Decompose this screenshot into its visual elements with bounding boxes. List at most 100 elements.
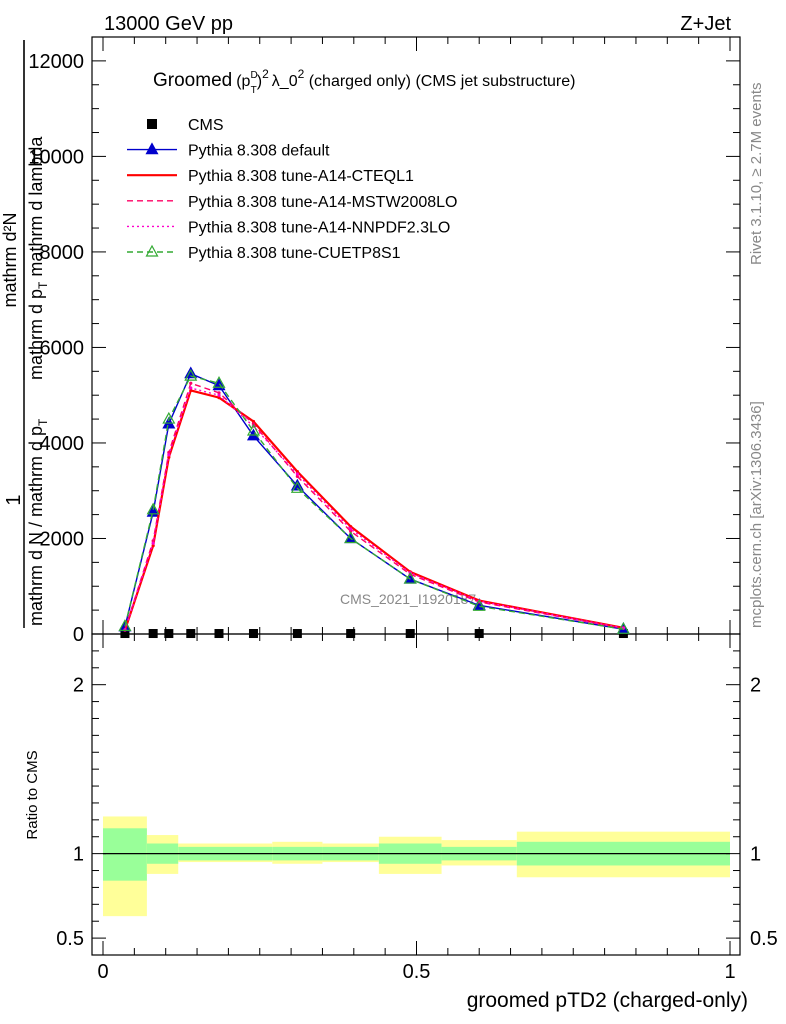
series-marker <box>403 571 417 584</box>
title-rest: (charged only) (CMS jet substructure) <box>304 73 575 90</box>
legend-label: Pythia 8.308 default <box>188 143 330 160</box>
title-close: ) <box>257 73 262 90</box>
series-line <box>124 375 624 630</box>
series-marker <box>246 423 260 436</box>
series-marker <box>217 395 221 400</box>
rivet-label: Rivet 3.1.10, ≥ 2.7M events <box>748 83 765 266</box>
y-tick-label: 0 <box>73 624 84 646</box>
series-marker <box>167 455 171 459</box>
cms-data-point <box>164 629 174 639</box>
x-axis-label: groomed pTD2 (charged-only) <box>467 989 748 1012</box>
series-marker <box>290 481 304 493</box>
ratio-panel-frame <box>91 633 741 956</box>
series-marker <box>151 544 155 548</box>
series-marker <box>189 388 193 393</box>
legend-label: Pythia 8.308 tune-A14-NNPDF2.3LO <box>188 219 450 236</box>
y-tick-label: 4000 <box>40 433 85 455</box>
title-sup-2a: 2 <box>262 67 269 81</box>
cms-data-point <box>120 629 130 639</box>
series-marker <box>167 450 171 455</box>
ratio-y-tick-label: 1 <box>73 844 84 866</box>
series-marker <box>184 368 198 381</box>
series-marker <box>151 541 155 545</box>
series-marker <box>167 453 171 457</box>
legend-item-0: CMS <box>147 117 224 134</box>
mcplots-label: mcplots.cern.ch [arXiv:1306.3436] <box>748 401 765 628</box>
title-sub-t: T <box>251 85 257 96</box>
cms-data-point <box>346 629 356 639</box>
title-open: (p <box>236 73 250 90</box>
ratio-bands <box>103 816 730 917</box>
chart-title: Groomed (pD T)2 λ_02 (charged only) (CMS je… <box>153 67 575 96</box>
y-tick-label: 8000 <box>40 242 85 264</box>
series-marker <box>616 621 630 634</box>
cms-data-point <box>248 629 258 639</box>
ratio-y-tick-label-right: 1 <box>750 844 761 866</box>
legend-item-4: Pythia 8.308 tune-A14-NNPDF2.3LO <box>127 219 450 236</box>
series-marker <box>295 472 299 476</box>
main-y-label: 1 mathrm d N / mathrm d pT mathrm d²N ma… <box>0 40 50 628</box>
cms-data-point <box>148 629 158 639</box>
cms-data-point <box>292 629 302 639</box>
legend-marker <box>145 244 159 257</box>
legend-label: Pythia 8.308 tune-A14-CTEQL1 <box>188 168 414 185</box>
ratio-y-label: Ratio to CMS <box>24 750 41 839</box>
ylabel-frac-num: 1 <box>3 494 25 505</box>
series-marker <box>212 376 226 388</box>
series-marker <box>295 474 299 478</box>
series-5 <box>118 368 630 634</box>
ratio-y-tick-label-right: 2 <box>750 675 761 697</box>
series-marker <box>349 527 353 531</box>
legend-label: Pythia 8.308 tune-A14-MSTW2008LO <box>188 194 457 211</box>
series-marker <box>217 391 221 395</box>
y-tick-label: 10000 <box>28 146 84 168</box>
main-y-axis: 0 2000 4000 6000 8000 10000 12000 <box>28 37 740 646</box>
ratio-y-tick-label-right: 0.5 <box>750 928 778 950</box>
title-sup-d: D <box>250 70 257 81</box>
header-left: 13000 GeV pp <box>104 13 233 35</box>
series-marker <box>151 539 155 543</box>
y-tick-label: 2000 <box>40 528 85 550</box>
title-groomed: Groomed <box>153 70 232 91</box>
legend-swatch <box>147 119 157 129</box>
analysis-watermark: CMS_2021_I1920187 <box>340 591 476 607</box>
legend-label: Pythia 8.308 tune-CUETP8S1 <box>188 245 401 262</box>
ratio-y-tick-label: 2 <box>73 675 84 697</box>
cms-data-point <box>474 629 484 639</box>
legend: CMS Pythia 8.308 default Pythia 8.308 tune… <box>127 117 457 262</box>
x-tick-label: 0 <box>97 961 108 983</box>
legend-label: CMS <box>188 117 224 134</box>
cms-data-point <box>214 629 224 639</box>
ylabel-frac-den: mathrm d N / mathrm d pT <box>26 418 50 626</box>
series-marker <box>472 599 486 611</box>
series-marker <box>295 470 299 474</box>
series-marker <box>162 411 176 424</box>
y-tick-label: 12000 <box>28 51 84 73</box>
legend-item-5: Pythia 8.308 tune-CUETP8S1 <box>127 244 401 262</box>
legend-item-2: Pythia 8.308 tune-A14-CTEQL1 <box>127 168 414 185</box>
series-marker <box>217 393 221 397</box>
title-sup-2b: 2 <box>298 67 305 81</box>
ylabel-inner-num: mathrm d²N <box>0 212 20 307</box>
ratio-y-tick-label: 0.5 <box>56 928 84 950</box>
ratio-axes: 0.5 0.5 1 1 2 2 0 0.5 1 <box>56 634 778 983</box>
ratio-inner-band-0 <box>103 828 147 881</box>
ylabel-inner-den: mathrm d pT mathrm d lambda <box>26 136 50 380</box>
y-tick-label: 6000 <box>40 337 85 359</box>
series-group <box>118 366 630 639</box>
x-tick-label: 0.5 <box>403 961 431 983</box>
legend-item-1: Pythia 8.308 default <box>127 142 330 160</box>
cms-data-point <box>186 629 196 639</box>
header-right: Z+Jet <box>680 13 731 35</box>
cms-data-point <box>405 629 415 639</box>
title-lambda: λ_0 <box>272 73 298 90</box>
series-marker <box>118 619 132 631</box>
legend-marker <box>145 142 159 155</box>
series-marker <box>344 531 358 544</box>
x-tick-label: 1 <box>724 961 735 983</box>
series-marker <box>146 502 160 515</box>
legend-item-3: Pythia 8.308 tune-A14-MSTW2008LO <box>127 194 457 211</box>
series-marker <box>189 381 193 385</box>
series-marker <box>189 386 193 390</box>
